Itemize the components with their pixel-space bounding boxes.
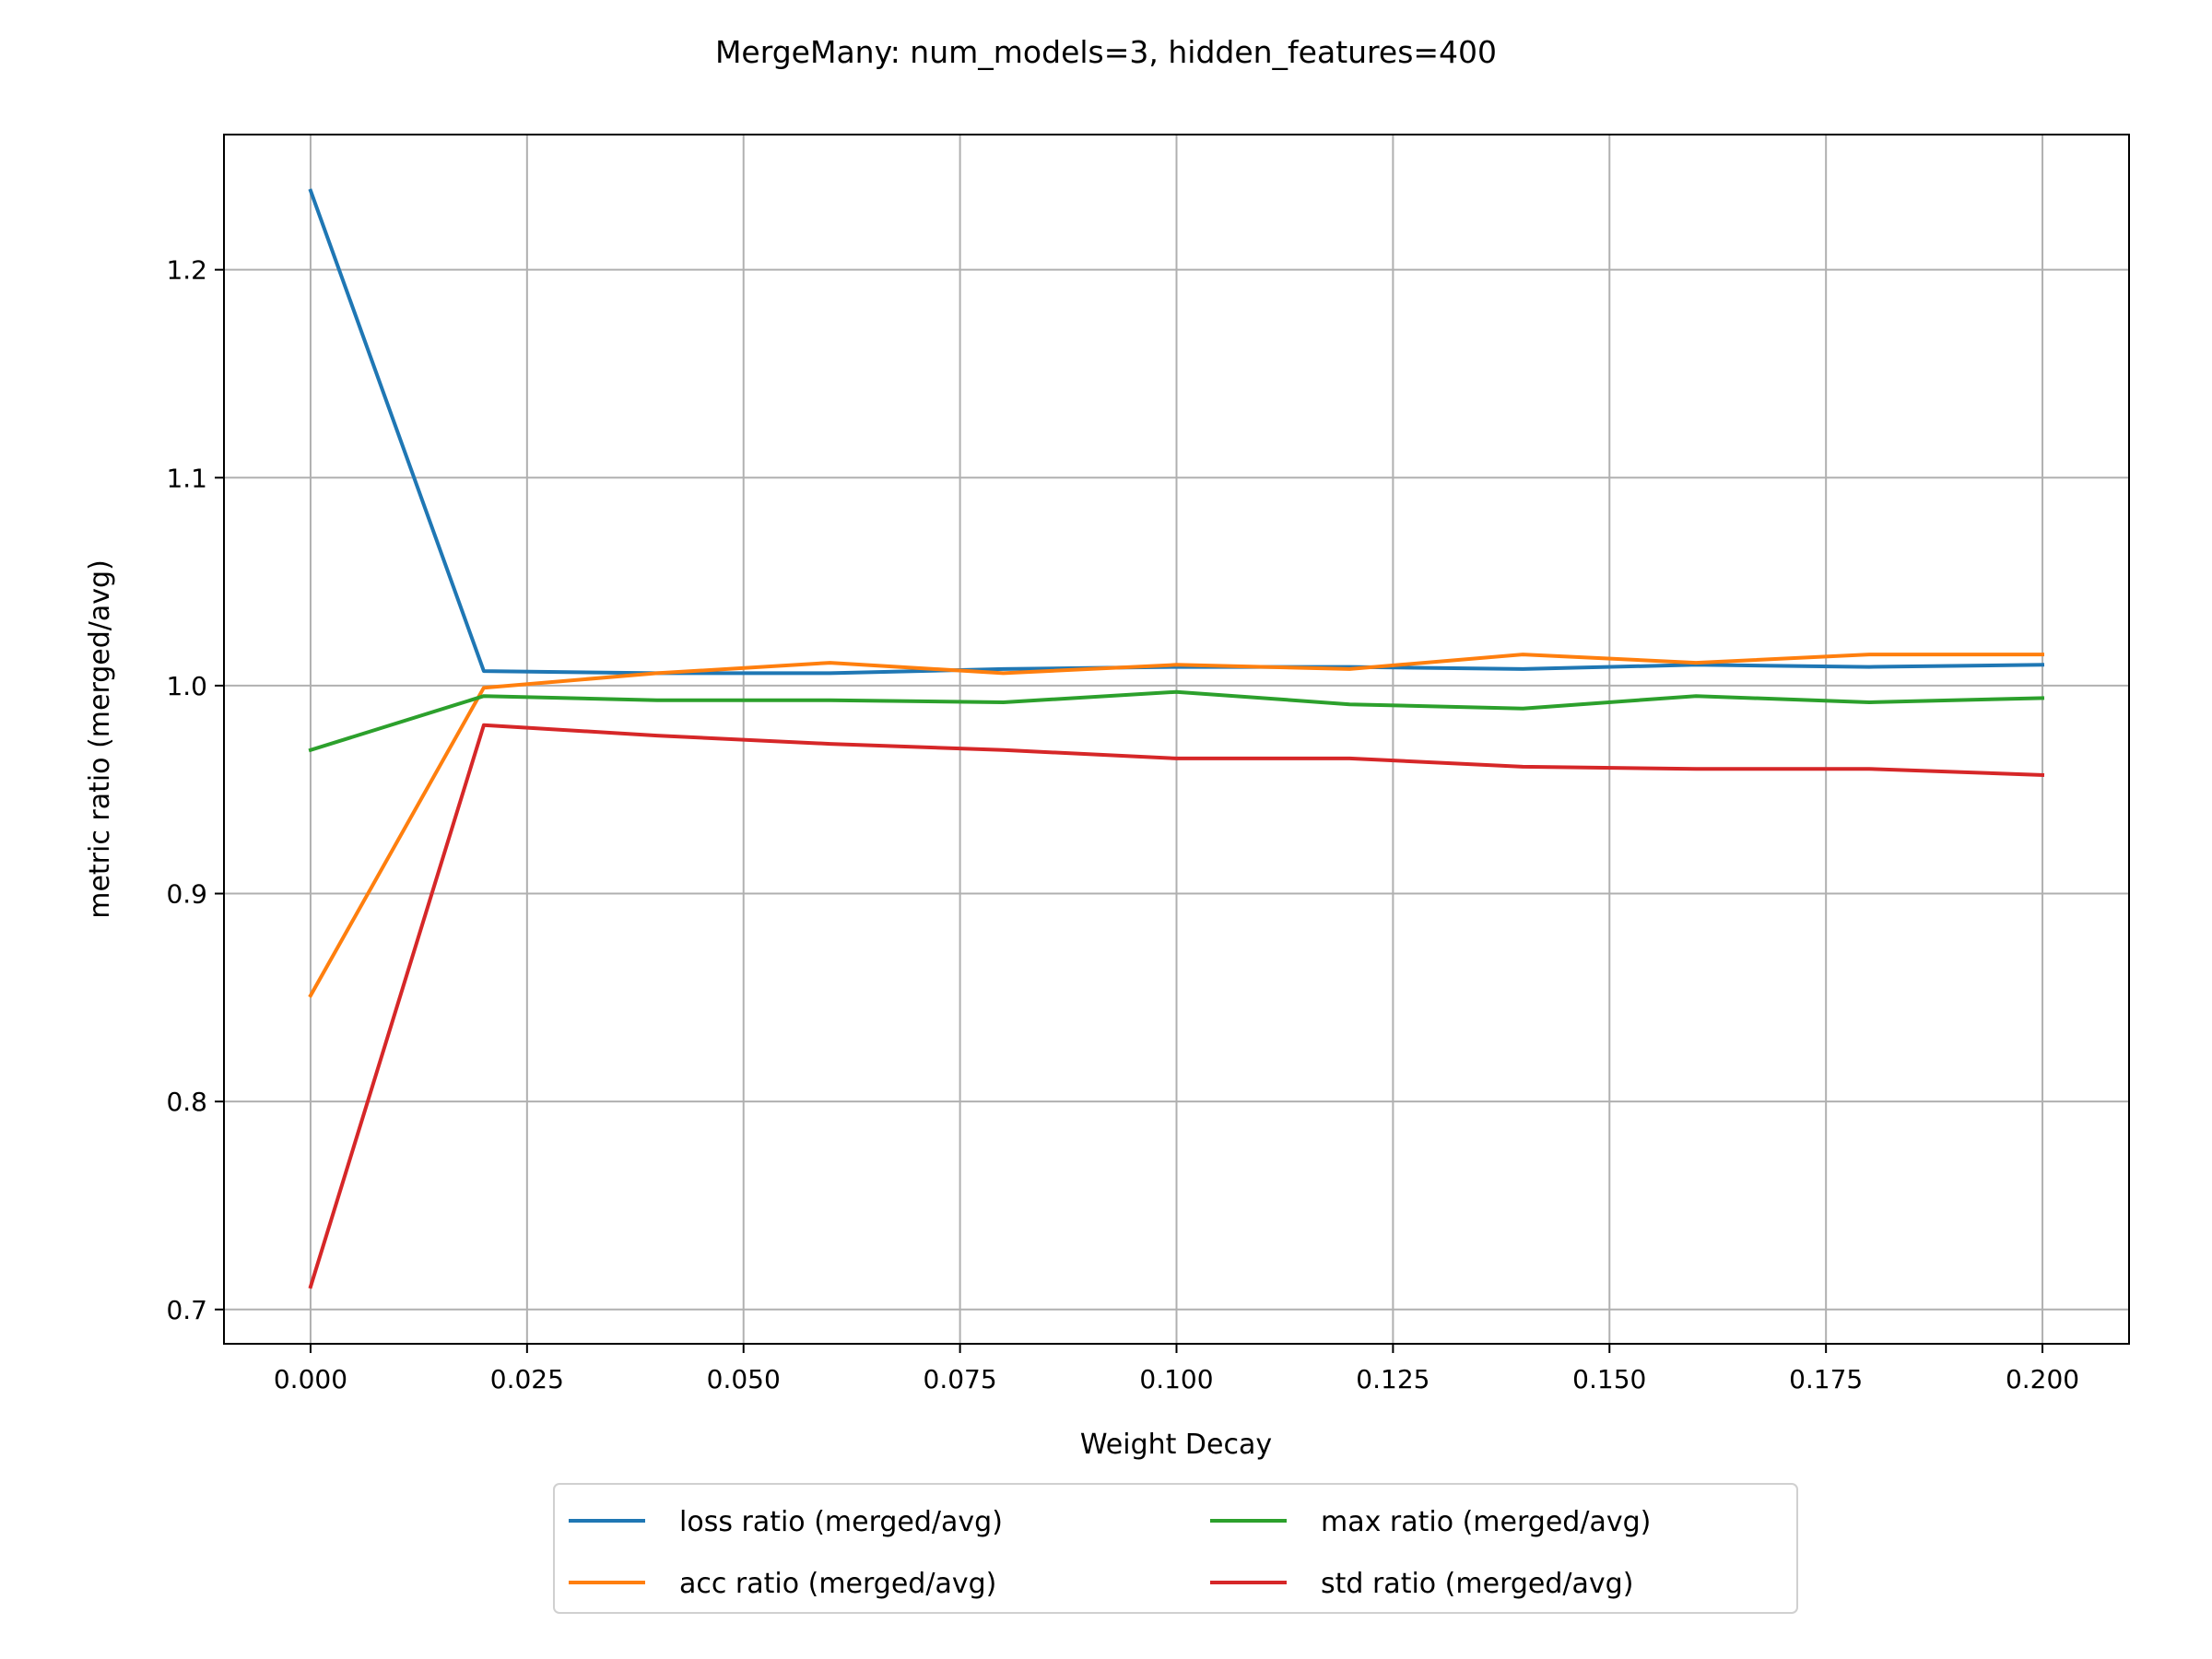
legend-label-std: std ratio (merged/avg) [1321,1568,1633,1600]
y-tick-label: 1.1 [166,463,207,493]
legend-label-max: max ratio (merged/avg) [1321,1506,1651,1538]
series-lines [308,188,2045,1289]
y-tick-label: 0.7 [166,1295,207,1325]
x-tick-label: 0.075 [924,1364,997,1394]
y-tick-label: 0.8 [166,1087,207,1117]
series-line-std [308,723,2045,1289]
series-line-acc [308,653,2044,998]
y-axis-ticks: 0.7 0.8 0.9 1.0 1.1 1.2 [166,255,224,1325]
series-line-max [308,689,2045,753]
x-axis-label: Weight Decay [1080,1429,1272,1461]
y-tick-label: 0.9 [166,879,207,910]
x-tick-label: 0.000 [274,1364,347,1394]
x-axis-ticks: 0.000 0.025 0.050 0.075 0.100 0.125 0.150 0.175… [274,1344,2079,1394]
x-tick-label: 0.025 [490,1364,564,1394]
legend-label-acc: acc ratio (merged/avg) [679,1568,996,1600]
x-tick-label: 0.175 [1789,1364,1863,1394]
legend-label-loss: loss ratio (merged/avg) [679,1506,1003,1538]
y-tick-label: 1.0 [166,671,207,701]
y-axis-label: metric ratio (merged/avg) [84,559,116,919]
series-line-loss [308,188,2045,676]
x-tick-label: 0.200 [2006,1364,2079,1394]
x-tick-label: 0.100 [1139,1364,1213,1394]
y-tick-label: 1.2 [166,255,207,286]
x-tick-label: 0.050 [707,1364,781,1394]
legend: loss ratio (merged/avg) acc ratio (merged… [553,1483,1798,1614]
x-tick-label: 0.125 [1356,1364,1430,1394]
chart-title: MergeMany: num_models=3, hidden_features… [715,34,1497,70]
grid [224,135,2129,1344]
x-tick-label: 0.150 [1572,1364,1646,1394]
legend-box [553,1483,1798,1614]
